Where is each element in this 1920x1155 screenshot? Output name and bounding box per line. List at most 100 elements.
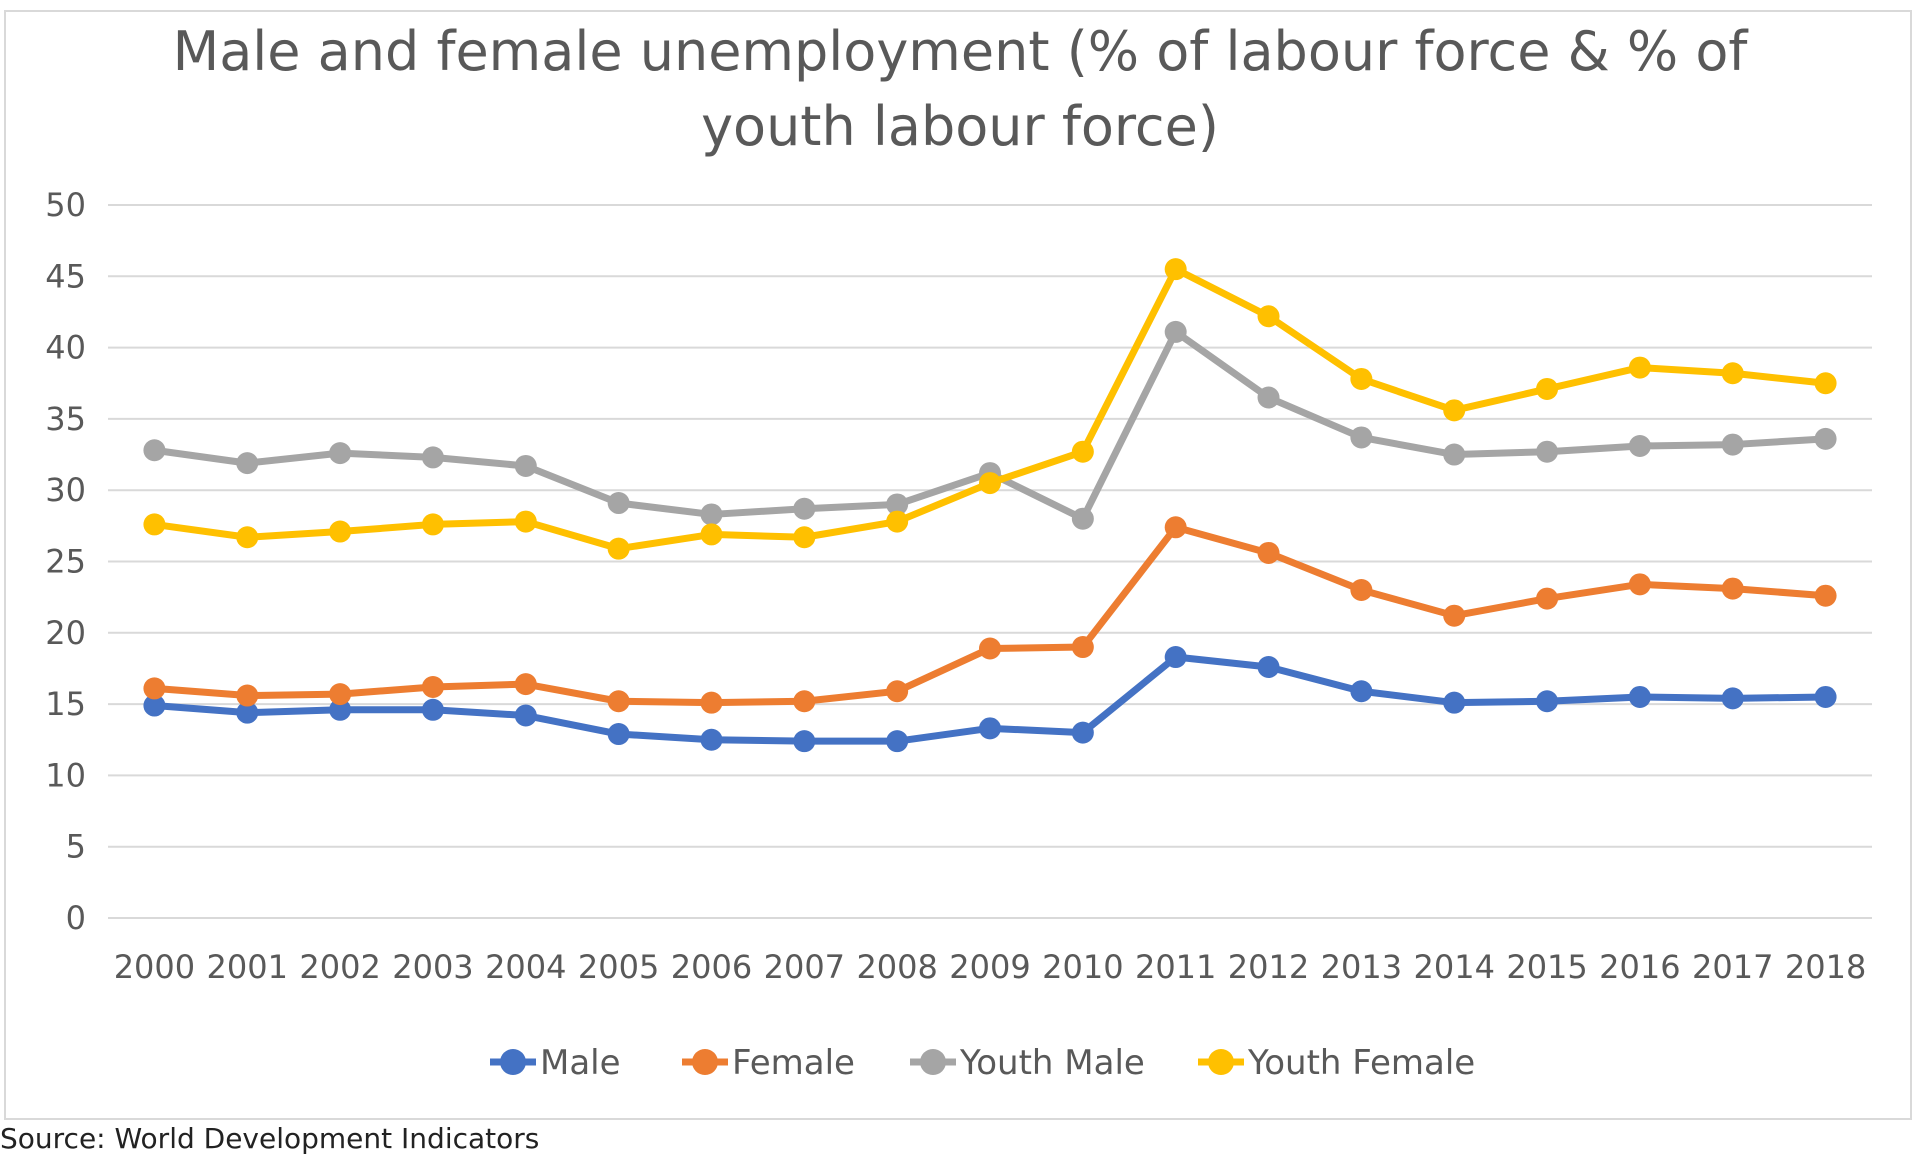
data-point xyxy=(514,454,537,477)
data-point xyxy=(607,537,630,560)
data-point xyxy=(1536,377,1559,400)
legend-marker xyxy=(1208,1049,1234,1075)
data-point xyxy=(1071,507,1094,530)
data-point xyxy=(421,675,444,698)
legend-marker xyxy=(920,1049,946,1075)
y-tick-label: 40 xyxy=(45,329,86,367)
y-tick-label: 25 xyxy=(45,543,86,581)
x-tick-label: 2015 xyxy=(1506,948,1587,986)
data-point xyxy=(793,497,816,520)
data-point xyxy=(143,677,166,700)
data-point xyxy=(329,520,352,543)
data-point xyxy=(979,472,1001,495)
data-point xyxy=(514,704,537,727)
data-point xyxy=(1257,305,1280,328)
data-point xyxy=(1536,690,1559,713)
x-tick-label: 2017 xyxy=(1692,948,1773,986)
series-youth-female xyxy=(143,258,1837,560)
legend-item: Youth Male xyxy=(910,1043,1145,1083)
chart-title-line-2: youth labour force) xyxy=(701,95,1219,158)
data-point xyxy=(236,701,259,724)
data-point xyxy=(236,684,259,707)
data-point xyxy=(700,503,723,526)
data-point xyxy=(329,442,352,465)
data-point xyxy=(1257,656,1280,679)
data-point xyxy=(979,637,1001,660)
x-tick-label: 2003 xyxy=(392,948,473,986)
x-tick-label: 2004 xyxy=(485,948,566,986)
data-point xyxy=(1350,680,1373,703)
data-point xyxy=(700,523,723,546)
data-point xyxy=(700,691,723,714)
data-point xyxy=(1257,386,1280,409)
series-lines xyxy=(143,258,1837,753)
x-tick-label: 2005 xyxy=(578,948,659,986)
data-point xyxy=(1164,320,1187,343)
series-youth-male xyxy=(143,320,1837,530)
data-point xyxy=(700,728,723,751)
data-point xyxy=(1814,584,1837,607)
data-point xyxy=(236,452,259,475)
data-point xyxy=(1721,577,1744,600)
x-tick-label: 2018 xyxy=(1785,948,1866,986)
data-point xyxy=(421,513,444,536)
y-tick-label: 30 xyxy=(45,471,86,509)
series-line xyxy=(150,523,1830,707)
x-tick-label: 2012 xyxy=(1228,948,1309,986)
gridlines xyxy=(108,204,1872,919)
data-point xyxy=(1443,691,1466,714)
data-point xyxy=(1071,440,1094,463)
data-point xyxy=(514,510,537,533)
legend-item: Female xyxy=(682,1043,855,1083)
data-point xyxy=(1443,399,1466,422)
y-tick-label: 20 xyxy=(45,614,86,652)
data-point xyxy=(886,510,909,533)
data-point xyxy=(607,492,630,515)
data-point xyxy=(1721,687,1744,710)
legend-marker xyxy=(500,1049,526,1075)
data-point xyxy=(1164,516,1187,539)
data-point xyxy=(143,694,166,717)
x-tick-label: 2000 xyxy=(114,948,195,986)
y-tick-label: 0 xyxy=(66,899,86,937)
data-point xyxy=(793,690,816,713)
data-point xyxy=(886,493,909,516)
x-tick-label: 2013 xyxy=(1321,948,1402,986)
data-point xyxy=(1814,427,1837,450)
x-tick-label: 2001 xyxy=(207,948,288,986)
x-tick-label: 2010 xyxy=(1042,948,1123,986)
chart-title: Male and female unemployment (% of labou… xyxy=(173,20,1750,158)
legend-label: Female xyxy=(732,1043,855,1083)
x-tick-label: 2009 xyxy=(949,948,1030,986)
data-point xyxy=(143,513,166,536)
series-male xyxy=(143,646,1837,753)
data-point xyxy=(1628,573,1651,596)
data-point xyxy=(1071,721,1094,744)
x-tick-label: 2002 xyxy=(299,948,380,986)
data-point xyxy=(1164,258,1187,281)
legend: Male Female Youth Male Youth Female xyxy=(490,1043,1475,1083)
data-point xyxy=(421,446,444,469)
legend-item: Male xyxy=(490,1043,621,1083)
data-point xyxy=(1628,356,1651,379)
y-tick-label: 10 xyxy=(45,756,86,794)
data-point xyxy=(1164,646,1187,669)
series-female xyxy=(143,516,1837,714)
data-point xyxy=(514,673,537,696)
data-point xyxy=(421,698,444,721)
y-tick-label: 35 xyxy=(45,400,86,438)
data-point xyxy=(607,690,630,713)
data-point xyxy=(793,526,816,549)
y-axis-ticks: 0 5 10 15 20 25 30 35 40 45 50 xyxy=(45,186,86,937)
data-point xyxy=(886,680,909,703)
x-tick-label: 2007 xyxy=(764,948,845,986)
data-point xyxy=(793,730,816,753)
x-tick-label: 2006 xyxy=(671,948,752,986)
data-point xyxy=(1536,440,1559,463)
data-point xyxy=(1628,685,1651,708)
legend-label: Youth Male xyxy=(959,1043,1145,1083)
x-tick-label: 2011 xyxy=(1135,948,1216,986)
data-point xyxy=(1350,579,1373,602)
data-point xyxy=(979,717,1001,740)
